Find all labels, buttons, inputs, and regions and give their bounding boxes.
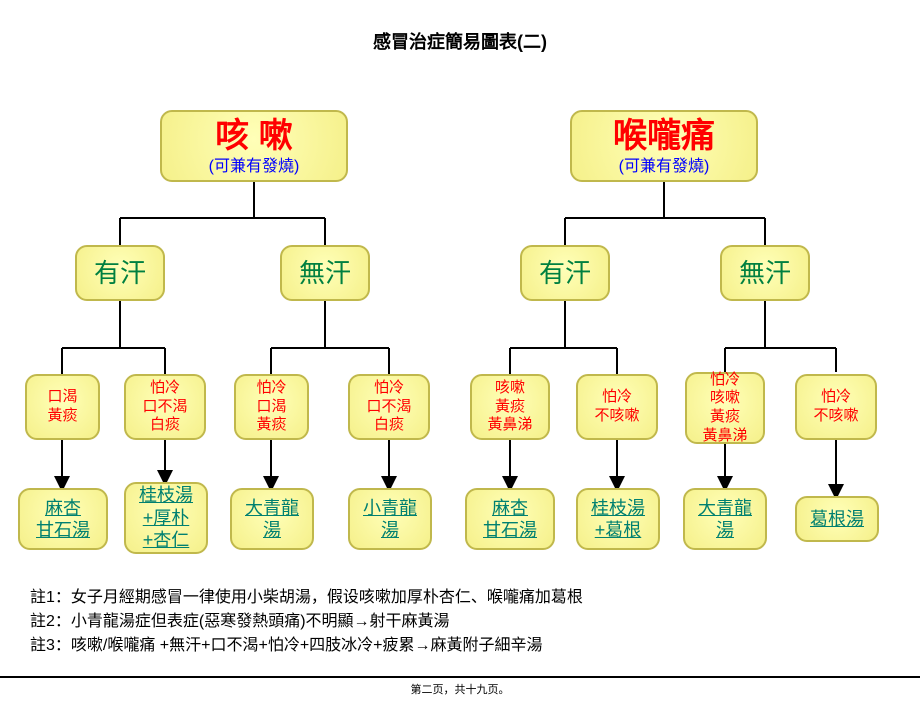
result-line: 桂枝湯 [591,497,645,520]
root-subtitle: (可兼有發燒) [619,157,710,177]
symptom-node-7: 怕冷不咳嗽 [795,374,877,440]
notes-block: 註1：女子月經期感冒一律使用小柴胡湯，假设咳嗽加厚朴杏仁、喉嚨痛加葛根註2：小青… [30,586,583,658]
result-line: 大青龍 [698,497,752,520]
result-line: 甘石湯 [483,519,537,542]
page-title: 感冒治症簡易圖表(二) [0,28,920,54]
result-node-5: 桂枝湯+葛根 [576,488,660,550]
result-line: +厚朴 [143,507,190,530]
symptom-line: 黃痰 [47,407,77,426]
symptom-line: 不咳嗽 [594,407,639,426]
note-line-2: 註3：咳嗽/喉嚨痛 +無汗+口不渴+怕冷+四肢冰冷+疲累→麻黃附子細辛湯 [30,634,583,658]
root-node-1: 喉嚨痛(可兼有發燒) [570,110,758,182]
note-line-0: 註1：女子月經期感冒一律使用小柴胡湯，假设咳嗽加厚朴杏仁、喉嚨痛加葛根 [30,586,583,610]
result-node-0: 麻杏甘石湯 [18,488,108,550]
symptom-line: 怕冷 [602,388,632,407]
symptom-line: 黃鼻涕 [702,427,747,446]
result-line: 葛根湯 [810,508,864,531]
branch-node-3: 無汗 [720,245,810,301]
symptom-line: 黃痰 [495,398,525,417]
branch-label: 有汗 [94,257,146,290]
symptom-line: 怕冷 [710,371,740,390]
note-line-1: 註2：小青龍湯症但表症(惡寒發熱頭痛)不明顯→射干麻黃湯 [30,610,583,634]
branch-label: 有汗 [539,257,591,290]
symptom-line: 怕冷 [374,379,404,398]
result-node-1: 桂枝湯+厚朴+杏仁 [124,482,208,554]
result-line: 大青龍 [245,497,299,520]
result-line: +葛根 [595,519,642,542]
root-subtitle: (可兼有發燒) [209,157,300,177]
root-title: 咳 嗽 [215,115,292,158]
symptom-line: 白痰 [374,416,404,435]
result-line: 麻杏 [492,497,528,520]
symptom-line: 不咳嗽 [813,407,858,426]
result-line: 湯 [381,519,399,542]
symptom-node-6: 怕冷咳嗽黃痰黃鼻涕 [685,372,765,444]
symptom-node-5: 怕冷不咳嗽 [576,374,658,440]
symptom-line: 怕冷 [821,388,851,407]
result-node-2: 大青龍湯 [230,488,314,550]
result-node-6: 大青龍湯 [683,488,767,550]
result-line: 麻杏 [45,497,81,520]
symptom-line: 口渴 [47,388,77,407]
symptom-line: 黃鼻涕 [487,416,532,435]
symptom-node-3: 怕冷口不渴白痰 [348,374,430,440]
symptom-node-4: 咳嗽黃痰黃鼻涕 [470,374,550,440]
symptom-node-2: 怕冷口渴黃痰 [234,374,309,440]
symptom-line: 怕冷 [150,379,180,398]
result-line: 小青龍 [363,497,417,520]
symptom-line: 咳嗽 [710,389,740,408]
result-line: 甘石湯 [36,519,90,542]
result-line: 湯 [716,519,734,542]
branch-label: 無汗 [299,257,351,290]
symptom-line: 黃痰 [710,408,740,427]
branch-node-2: 有汗 [520,245,610,301]
symptom-line: 白痰 [150,416,180,435]
symptom-line: 怕冷 [256,379,286,398]
result-node-3: 小青龍湯 [348,488,432,550]
result-node-4: 麻杏甘石湯 [465,488,555,550]
branch-label: 無汗 [739,257,791,290]
result-line: 湯 [263,519,281,542]
root-title: 喉嚨痛 [613,115,715,158]
branch-node-1: 無汗 [280,245,370,301]
symptom-line: 黃痰 [256,416,286,435]
root-node-0: 咳 嗽(可兼有發燒) [160,110,348,182]
symptom-line: 口渴 [256,398,286,417]
branch-node-0: 有汗 [75,245,165,301]
symptom-line: 口不渴 [366,398,411,417]
result-node-7: 葛根湯 [795,496,879,542]
result-line: +杏仁 [143,529,190,552]
result-line: 桂枝湯 [139,484,193,507]
symptom-node-1: 怕冷口不渴白痰 [124,374,206,440]
symptom-node-0: 口渴黃痰 [25,374,100,440]
page-footer: 第二页，共十九页。 [0,676,920,697]
symptom-line: 咳嗽 [495,379,525,398]
symptom-line: 口不渴 [142,398,187,417]
